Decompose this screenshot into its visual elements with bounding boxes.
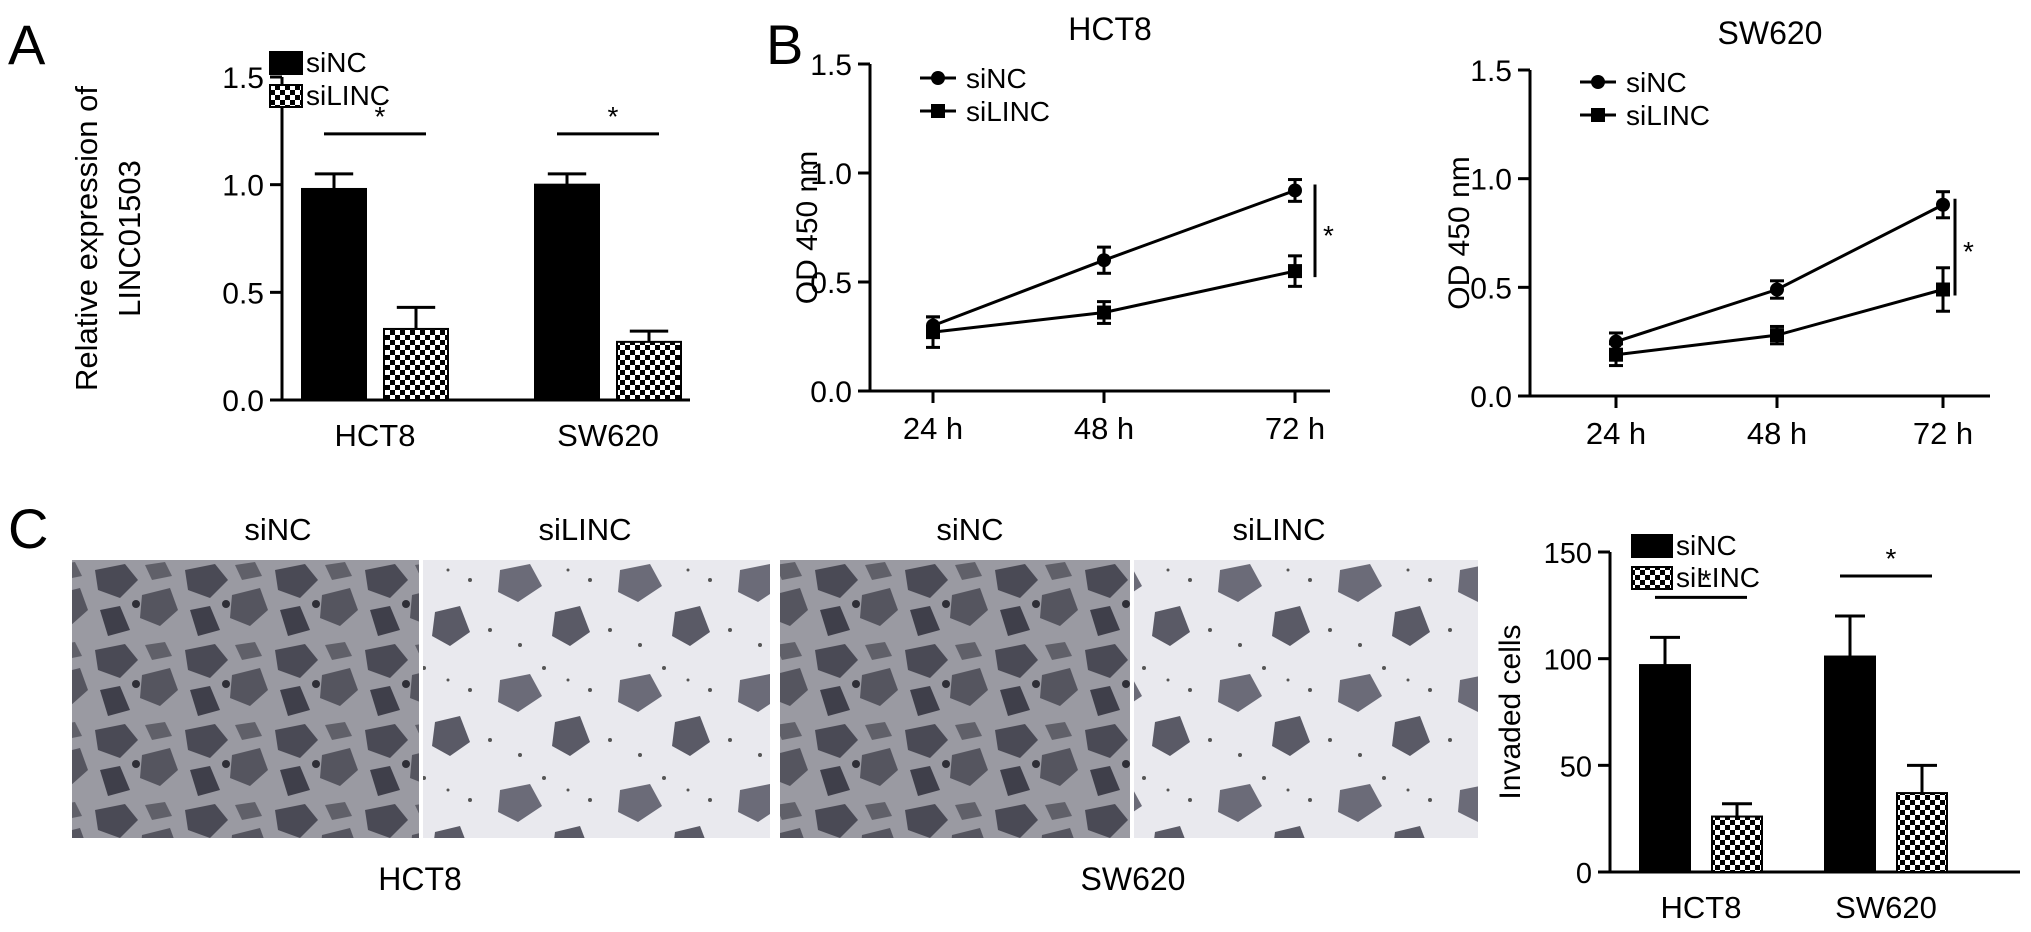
legend-marker xyxy=(931,71,945,85)
bar-sinc xyxy=(1824,655,1876,873)
significance-star: * xyxy=(1323,220,1334,251)
micrograph-sw620-silinc xyxy=(1134,560,1478,838)
x-tick-label: 24 h xyxy=(903,411,963,446)
legend-label: siLINC xyxy=(966,96,1050,127)
y-tick-label: 0.0 xyxy=(810,376,852,409)
legend-label: siNC xyxy=(1626,67,1687,98)
y-tick-label: 1.5 xyxy=(222,62,264,95)
data-point-silinc xyxy=(926,325,940,340)
y-tick-label: 1.0 xyxy=(222,170,264,203)
legend-label: siLINC xyxy=(1626,100,1710,131)
bar-sinc xyxy=(1639,664,1691,873)
significance-star: * xyxy=(608,101,619,132)
legend-marker xyxy=(1591,75,1605,89)
legend-label: siLINC xyxy=(1676,562,1760,593)
x-tick-label: 24 h xyxy=(1586,416,1646,451)
micrograph-label-sinc-hct8: siNC xyxy=(244,512,311,547)
micrograph-label-sinc-sw620: siNC xyxy=(936,512,1003,547)
micrograph-strip: siNC siLINC siNC siLINC HCT8 SW620 xyxy=(72,512,1478,897)
chart-a-relative-expression: 0.0 0.5 1.0 1.5 Relative expression of LINC01… xyxy=(69,47,690,453)
legend-swatch xyxy=(1631,534,1673,558)
data-point-sinc xyxy=(1288,183,1302,198)
legend-label: siNC xyxy=(306,47,367,78)
legend-swatch xyxy=(269,84,303,108)
x-tick-label: 48 h xyxy=(1747,416,1807,451)
data-point-silinc xyxy=(1936,282,1950,297)
panel-letter-c: C xyxy=(8,497,48,560)
bar-silinc xyxy=(383,327,449,401)
panel-letter-a: A xyxy=(8,13,46,76)
micrograph-label-silinc-sw620: siLINC xyxy=(1232,512,1325,547)
y-tick-label: 0.0 xyxy=(222,385,264,418)
legend-label: siNC xyxy=(966,63,1027,94)
y-tick-label: 0.0 xyxy=(1470,381,1512,414)
chart-title: SW620 xyxy=(1718,15,1823,51)
y-tick-label: 50 xyxy=(1560,751,1592,783)
y-axis-label: Relative expression of xyxy=(69,86,104,391)
micrograph-group-sw620: SW620 xyxy=(1081,861,1186,897)
y-tick-label: 0.5 xyxy=(1470,272,1512,305)
y-axis-label: Invaded cells xyxy=(1494,624,1527,799)
micrograph-group-hct8: HCT8 xyxy=(378,861,462,897)
y-tick-label: 1.5 xyxy=(810,49,852,82)
data-point-silinc xyxy=(1288,264,1302,279)
y-tick-label: 100 xyxy=(1544,645,1592,677)
bar-silinc xyxy=(1896,792,1948,873)
micrograph-hct8-silinc xyxy=(423,560,770,838)
data-point-silinc xyxy=(1770,328,1784,343)
y-tick-label: 0.5 xyxy=(222,277,264,310)
x-tick-label: 72 h xyxy=(1265,411,1325,446)
series-line-sinc xyxy=(1615,203,1944,344)
significance-star: * xyxy=(1886,543,1897,574)
chart-c-invaded-cells: 0 50 100 150 Invaded cells * HCT8 * SW620 siNCsiL… xyxy=(1494,530,2020,925)
data-point-silinc xyxy=(1097,305,1111,320)
series-line-sinc xyxy=(932,189,1296,328)
data-point-sinc xyxy=(1097,253,1111,268)
micrograph-hct8-sinc xyxy=(72,560,419,838)
significance-star: * xyxy=(1963,236,1974,267)
y-axis-label: OD 450 nm xyxy=(1443,156,1476,309)
bar-sinc xyxy=(534,183,600,401)
legend-swatch xyxy=(1631,566,1673,590)
bar-sinc xyxy=(301,187,367,401)
bar-silinc xyxy=(616,340,682,401)
series-line-silinc xyxy=(932,269,1296,334)
legend-marker xyxy=(1591,108,1605,122)
legend-marker xyxy=(931,104,945,118)
x-category-label: HCT8 xyxy=(335,418,416,453)
x-category-label: SW620 xyxy=(1835,890,1937,925)
y-tick-label: 1.5 xyxy=(1470,55,1512,88)
significance-star: * xyxy=(375,101,386,132)
chart-b-sw620-od450: 0.0 0.5 1.0 1.5 24 h 48 h 72 h SW620 OD 450 nm * s… xyxy=(1443,15,1990,451)
data-point-sinc xyxy=(1770,282,1784,297)
data-point-silinc xyxy=(1609,347,1623,362)
y-axis-label: LINC01503 xyxy=(112,160,147,317)
chart-b-hct8-od450: 0.0 0.5 1.0 1.5 24 h 48 h 72 h HCT8 OD 450 nm * si… xyxy=(791,11,1334,446)
x-tick-label: 72 h xyxy=(1913,416,1973,451)
significance-star: * xyxy=(1701,564,1712,595)
chart-title: HCT8 xyxy=(1068,11,1152,47)
legend-swatch xyxy=(269,51,303,75)
y-tick-label: 0 xyxy=(1576,858,1592,890)
panel-letter-b: B xyxy=(766,13,803,76)
data-point-sinc xyxy=(1936,197,1950,212)
y-tick-label: 0.5 xyxy=(810,267,852,300)
legend-label: siLINC xyxy=(306,80,390,111)
legend-label: siNC xyxy=(1676,530,1737,561)
y-tick-label: 1.0 xyxy=(810,158,852,191)
bar-silinc xyxy=(1711,815,1763,873)
micrograph-label-silinc-hct8: siLINC xyxy=(538,512,631,547)
x-category-label: SW620 xyxy=(557,418,659,453)
y-tick-label: 150 xyxy=(1544,538,1592,570)
micrograph-sw620-sinc xyxy=(780,560,1130,838)
x-tick-label: 48 h xyxy=(1074,411,1134,446)
x-category-label: HCT8 xyxy=(1661,890,1742,925)
y-axis-label: OD 450 nm xyxy=(791,151,824,304)
y-tick-label: 1.0 xyxy=(1470,164,1512,197)
